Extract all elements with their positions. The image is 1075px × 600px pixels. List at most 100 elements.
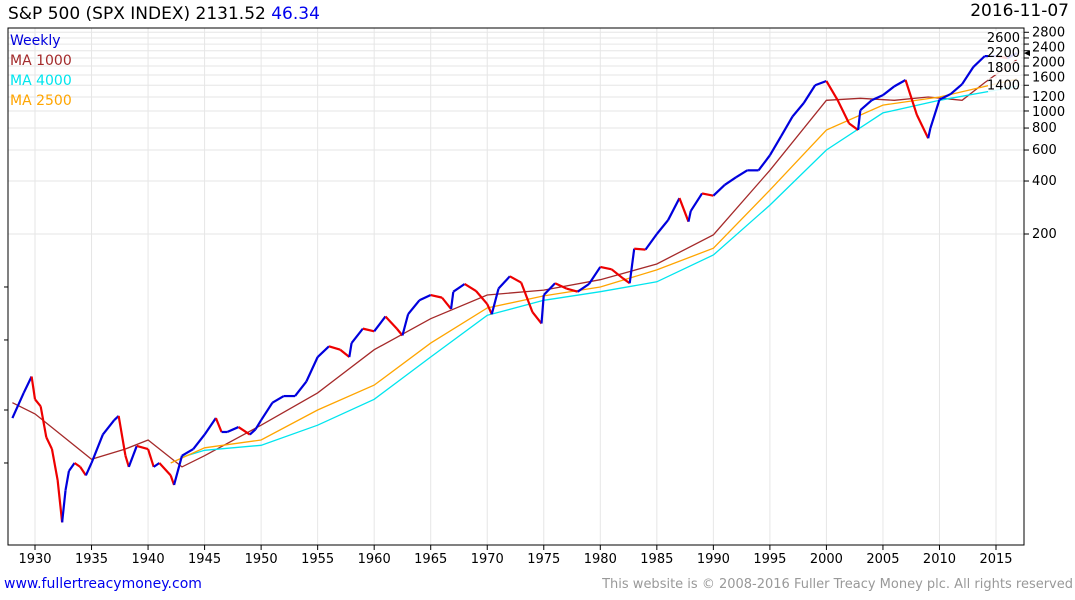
price-segment	[449, 291, 455, 310]
x-tick-label: 1970	[471, 552, 504, 567]
price-segment	[441, 296, 452, 310]
price-segment	[11, 392, 25, 419]
price-segment	[689, 192, 703, 212]
price-segment	[61, 490, 67, 523]
title-text: S&P 500 (SPX INDEX) 2131.52	[8, 4, 266, 24]
y-tick-label: 400	[1032, 174, 1057, 189]
price-segment	[927, 127, 932, 139]
price-segment	[192, 433, 206, 450]
price-segment	[554, 282, 567, 290]
price-segment	[486, 303, 493, 315]
price-segment	[577, 283, 590, 293]
price-segment	[802, 84, 817, 104]
price-segment	[373, 315, 387, 332]
price-segment	[339, 348, 350, 358]
x-tick-label: 1975	[527, 552, 560, 567]
price-segment	[464, 283, 477, 292]
price-segment	[127, 445, 138, 468]
price-segment	[348, 342, 353, 358]
price-segment	[384, 315, 398, 330]
price-segment	[701, 192, 714, 197]
website-link[interactable]: www.fullertreacymoney.com	[4, 576, 202, 592]
price-segment	[254, 419, 263, 431]
price-segment	[929, 99, 941, 129]
price-segment	[260, 402, 274, 421]
price-segment	[667, 197, 681, 221]
price-segment	[566, 287, 578, 293]
price-segment	[724, 176, 737, 186]
price-segment	[430, 293, 443, 299]
price-segment	[39, 406, 48, 438]
price-segment	[588, 266, 602, 285]
price-segment	[64, 470, 71, 491]
price-segment	[153, 462, 160, 468]
x-tick-label: 1930	[18, 552, 51, 567]
y-tick-label: 2200	[987, 46, 1020, 61]
price-segment	[73, 462, 81, 468]
y-tick-label: 800	[1032, 121, 1057, 136]
y-tick-label: 2800	[1032, 25, 1065, 40]
price-segment	[490, 288, 500, 315]
y-tick-label: 2600	[987, 31, 1020, 46]
price-segment	[249, 428, 257, 436]
price-segment	[362, 327, 375, 333]
y-tick-label: 1000	[1032, 105, 1065, 120]
price-segment	[628, 248, 636, 284]
price-segment	[848, 122, 859, 131]
price-segment	[316, 345, 330, 358]
x-tick-label: 1940	[132, 552, 165, 567]
x-tick-label: 2015	[979, 552, 1012, 567]
price-segment	[418, 294, 432, 302]
price-segment	[859, 99, 873, 112]
x-tick-label: 1955	[301, 552, 334, 567]
x-tick-label: 2000	[810, 552, 843, 567]
price-segment	[961, 66, 975, 85]
x-tick-label: 1995	[753, 552, 786, 567]
price-segment	[203, 417, 217, 436]
y-tick-label: 2400	[1032, 40, 1065, 55]
legend-ma-2500: MA 2500	[10, 93, 72, 109]
y-tick-label-background	[988, 60, 1021, 75]
x-tick-label: 1980	[584, 552, 617, 567]
price-segment	[915, 114, 930, 139]
price-segment	[395, 327, 404, 337]
price-segment	[117, 415, 127, 456]
price-segment	[84, 462, 93, 476]
price-segment	[871, 94, 884, 102]
price-segment	[904, 79, 918, 116]
price-segment	[136, 444, 149, 451]
price-segment	[644, 233, 658, 251]
price-segment	[497, 275, 511, 290]
y-tick-label-background	[988, 78, 1021, 93]
y-tick-label: 1200	[1032, 90, 1065, 105]
price-segment	[687, 210, 692, 222]
price-segment	[50, 448, 59, 481]
price-segment	[158, 462, 172, 477]
series-ma-1000	[12, 58, 1018, 468]
price-segment	[214, 417, 223, 433]
price-segment	[271, 395, 285, 404]
price-segment	[452, 283, 466, 293]
legend-ma-4000: MA 4000	[10, 73, 72, 89]
x-tick-label: 1990	[697, 552, 730, 567]
price-segment	[34, 398, 42, 407]
change-value: 46.34	[271, 4, 320, 24]
price-segment	[509, 275, 522, 284]
price-segment	[791, 102, 805, 118]
price-segment	[856, 110, 862, 131]
price-segment	[735, 169, 748, 179]
price-segment	[825, 80, 839, 101]
price-segment	[407, 299, 421, 315]
price-segment	[634, 247, 646, 251]
legend-ma-1000: MA 1000	[10, 53, 72, 69]
y-tick-label-background	[988, 45, 1021, 60]
chart-title: S&P 500 (SPX INDEX) 2131.52 46.34	[8, 4, 320, 24]
price-segment	[305, 356, 319, 383]
last-value-marker	[1024, 50, 1030, 57]
x-tick-label: 1985	[640, 552, 673, 567]
x-tick-label: 1960	[358, 552, 391, 567]
price-segment	[610, 268, 624, 280]
legend-weekly: Weekly	[10, 33, 61, 49]
price-segment	[950, 83, 963, 95]
